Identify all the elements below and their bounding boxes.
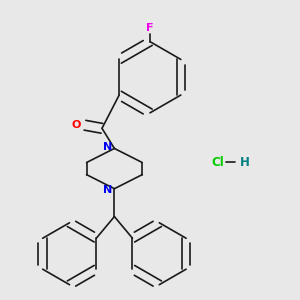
Text: N: N (103, 142, 112, 152)
Text: O: O (71, 120, 80, 130)
Text: F: F (146, 23, 154, 33)
Text: Cl: Cl (212, 156, 224, 169)
Text: H: H (239, 156, 249, 169)
Text: N: N (103, 185, 112, 195)
